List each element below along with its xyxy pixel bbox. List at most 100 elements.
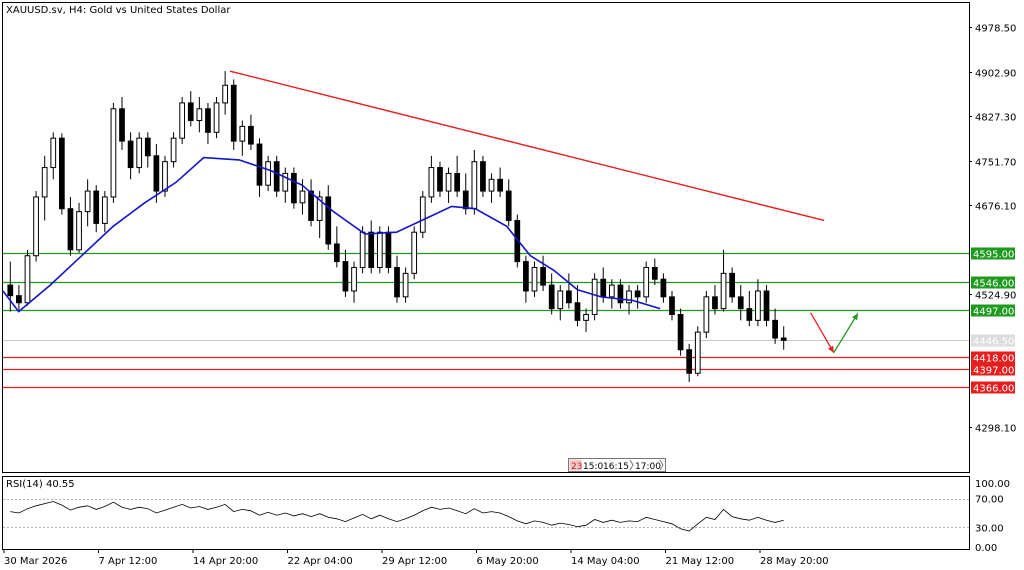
candle[interactable]	[7, 261, 14, 312]
candle[interactable]	[282, 167, 289, 203]
candle[interactable]	[136, 132, 143, 174]
candle[interactable]	[342, 249, 349, 297]
candle[interactable]	[548, 273, 555, 315]
candle[interactable]	[729, 267, 736, 303]
rsi-line[interactable]	[10, 501, 784, 532]
candle[interactable]	[694, 326, 701, 377]
candle[interactable]	[110, 102, 117, 203]
candle-body-down	[187, 102, 194, 122]
candle[interactable]	[669, 290, 675, 321]
candle-body-up	[471, 161, 478, 210]
candle[interactable]	[651, 258, 658, 286]
candle[interactable]	[686, 343, 693, 383]
candle[interactable]	[677, 308, 684, 356]
candle[interactable]	[170, 132, 177, 168]
candle[interactable]	[84, 179, 91, 227]
candle-body-down	[617, 284, 624, 304]
candle[interactable]	[557, 285, 564, 321]
candle[interactable]	[93, 185, 100, 233]
candle[interactable]	[58, 133, 65, 215]
candle[interactable]	[608, 279, 615, 309]
candle[interactable]	[33, 191, 39, 262]
candle[interactable]	[712, 285, 718, 315]
candle[interactable]	[50, 132, 57, 180]
forecast-arrow-down[interactable]	[810, 312, 835, 354]
candle[interactable]	[187, 91, 194, 127]
x-tick-label: 14 Apr 20:00	[193, 556, 258, 567]
candle[interactable]	[763, 285, 770, 327]
candle[interactable]	[376, 226, 383, 274]
candle[interactable]	[179, 97, 186, 145]
candle[interactable]	[291, 167, 297, 209]
forecast-arrow-up[interactable]	[833, 312, 859, 354]
candle[interactable]	[368, 220, 375, 274]
candle[interactable]	[480, 155, 486, 197]
candle[interactable]	[411, 226, 418, 280]
candle[interactable]	[755, 279, 761, 327]
candle[interactable]	[316, 191, 323, 239]
candle[interactable]	[540, 255, 546, 291]
candle[interactable]	[454, 155, 461, 197]
candle[interactable]	[419, 191, 426, 239]
candle[interactable]	[127, 132, 134, 180]
candle[interactable]	[488, 173, 495, 203]
candle[interactable]	[41, 155, 48, 221]
level-tag-4446-50: 4446.50	[973, 337, 1014, 348]
candle[interactable]	[772, 308, 778, 344]
candle[interactable]	[428, 155, 435, 203]
candle[interactable]	[583, 308, 589, 333]
candle-body-up	[411, 231, 418, 274]
candle[interactable]	[265, 155, 271, 192]
candle[interactable]	[574, 285, 581, 327]
candle[interactable]	[248, 114, 254, 150]
arrow-shaft	[833, 312, 859, 354]
candle[interactable]	[153, 144, 160, 203]
candle[interactable]	[437, 161, 443, 197]
candle[interactable]	[497, 167, 503, 197]
candle[interactable]	[24, 249, 31, 306]
candle[interactable]	[351, 261, 357, 303]
candle[interactable]	[643, 261, 650, 303]
candle[interactable]	[333, 226, 340, 268]
candle[interactable]	[394, 255, 400, 303]
level-tag-bg	[971, 334, 1015, 347]
candle[interactable]	[634, 285, 641, 309]
candle[interactable]	[205, 102, 211, 145]
candle[interactable]	[76, 202, 82, 253]
candle[interactable]	[471, 149, 478, 215]
candle[interactable]	[273, 155, 280, 197]
candle[interactable]	[737, 285, 744, 321]
candle[interactable]	[720, 249, 727, 312]
candle[interactable]	[16, 285, 22, 310]
candle-body-up	[488, 178, 495, 192]
candle[interactable]	[213, 97, 220, 139]
moving-average-line[interactable]	[2, 156, 661, 313]
candle[interactable]	[402, 267, 409, 303]
candle[interactable]	[67, 196, 74, 256]
candle[interactable]	[531, 261, 538, 297]
candle[interactable]	[196, 97, 203, 133]
candle[interactable]	[523, 255, 529, 303]
candle[interactable]	[617, 279, 624, 309]
candle[interactable]	[230, 79, 237, 150]
candle[interactable]	[591, 273, 598, 321]
candle[interactable]	[101, 191, 108, 233]
candle[interactable]	[222, 71, 228, 115]
candle[interactable]	[325, 185, 332, 250]
candle[interactable]	[505, 179, 512, 227]
time-scroll-box[interactable]: 23 15:0 16:15 17:00	[568, 458, 666, 473]
candle[interactable]	[660, 273, 667, 303]
descending-trendline[interactable]	[229, 70, 825, 222]
candle[interactable]	[703, 290, 710, 338]
candle[interactable]	[445, 167, 452, 203]
candle[interactable]	[119, 97, 125, 150]
candle[interactable]	[566, 273, 572, 309]
candle[interactable]	[746, 290, 753, 327]
candle[interactable]	[144, 132, 151, 168]
candle[interactable]	[239, 120, 246, 156]
candle[interactable]	[780, 326, 787, 350]
candle[interactable]	[308, 179, 314, 227]
level-tag-bg	[971, 247, 1015, 260]
candle[interactable]	[514, 214, 521, 268]
rsi-tick-label: 30.00	[975, 523, 1004, 534]
